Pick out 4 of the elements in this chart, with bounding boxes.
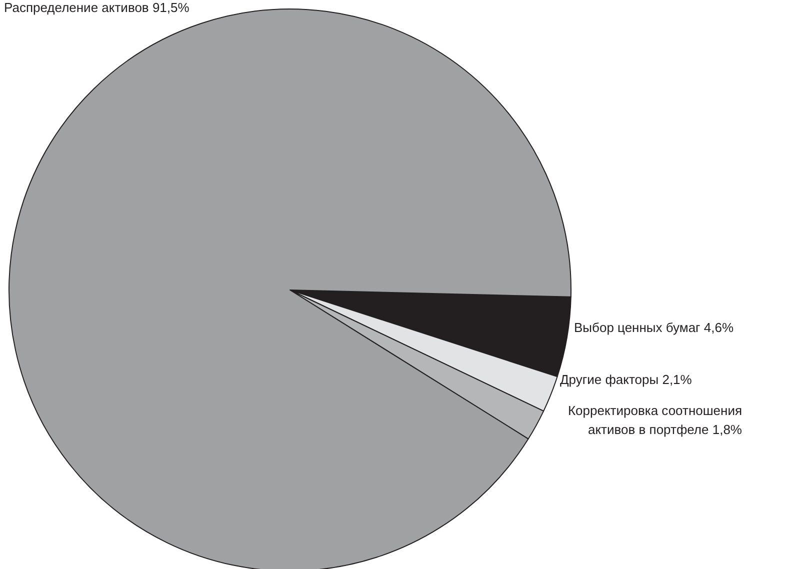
- slice-label: Корректировка соотношения активов в портфеле 1,8%: [568, 403, 742, 437]
- slice-label: Другие факторы 2,1%: [560, 372, 692, 387]
- slice-label: Распределение активов 91,5%: [4, 0, 190, 15]
- slice-label: Выбор ценных бумаг 4,6%: [574, 320, 734, 335]
